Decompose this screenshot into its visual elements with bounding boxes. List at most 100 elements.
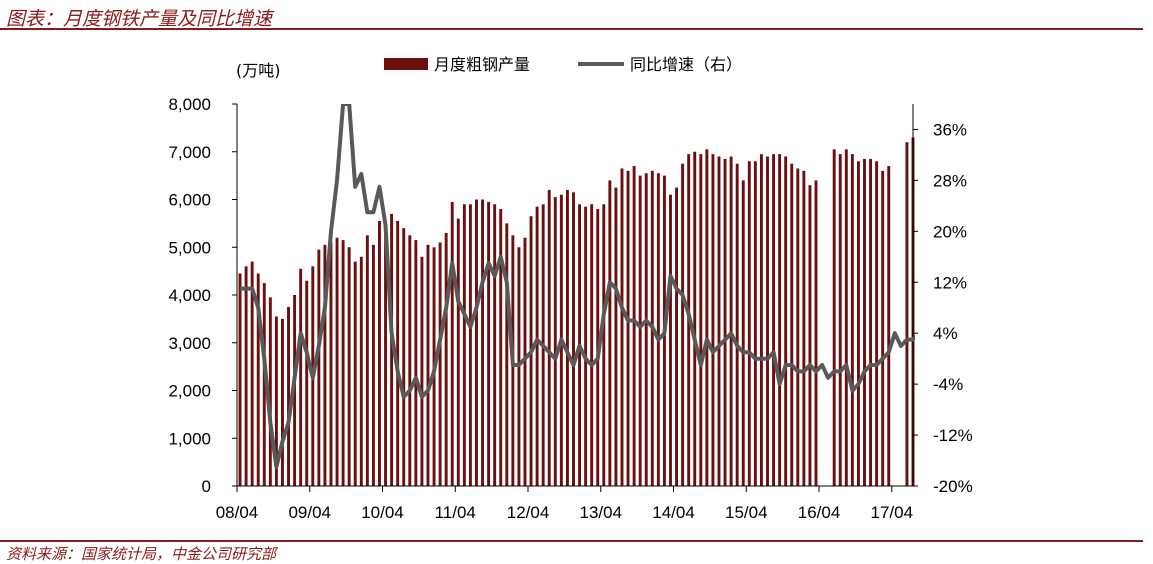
bar [487,201,491,486]
bar [456,218,460,486]
right-tick-label: 20% [933,222,967,241]
bar [553,197,557,487]
bar [626,170,630,486]
bar [371,244,375,486]
right-tick-label: 36% [933,120,967,139]
bar [444,232,448,486]
bar [850,154,854,486]
right-tick-label: -12% [933,426,973,445]
bar [905,142,909,486]
bar [547,189,551,486]
bar [766,156,769,486]
bar [256,273,260,486]
bar [329,242,333,486]
bar-series [238,137,915,487]
bar [863,158,866,486]
bar [590,204,594,486]
left-axis-unit: (万吨) [236,61,281,80]
axes [232,103,918,492]
bar [244,266,248,486]
bar [384,223,387,486]
bar [426,244,430,486]
left-tick-label: 6,000 [168,191,211,210]
bar [802,170,806,486]
x-tick-label: 11/04 [435,503,476,522]
bar [274,316,278,486]
left-tick-label: 2,000 [168,382,211,401]
bar [505,223,509,486]
right-tick-label: 12% [933,273,967,292]
bar [523,237,527,486]
bar [747,161,751,487]
x-tick-label: 09/04 [288,503,331,522]
bar [305,280,309,486]
right-tick-label: -20% [933,477,973,496]
bar [565,189,569,486]
bar [669,194,672,486]
bar [620,168,624,486]
bar [299,268,303,486]
bar [238,273,242,486]
bar [614,187,618,486]
figure-title: 图表：月度钢铁产量及同比增速 [6,8,273,30]
left-tick-label: 3,000 [168,334,211,353]
legend-bar-swatch [384,58,428,70]
bar [535,206,539,486]
bar [341,240,345,486]
bar [638,175,642,486]
bar [753,161,757,487]
left-tick-label: 5,000 [168,238,211,257]
bar [365,235,369,486]
bar [408,235,412,486]
x-tick-label: 08/04 [216,503,259,522]
bar [772,154,776,486]
tick-labels: 8,000 7,000 6,000 5,000 4,000 3,000 2,000 1,000… [168,61,972,522]
bar [856,161,860,487]
bar [262,283,266,486]
bar [832,149,836,487]
left-tick-label: 8,000 [168,95,211,114]
bar [644,173,648,487]
bar [572,192,575,486]
left-tick-label: 1,000 [168,429,211,448]
top-rule [0,28,1143,30]
bar [584,206,588,486]
bar [317,249,321,486]
bar [493,204,497,486]
bar [881,170,885,486]
bar [335,237,339,486]
bar [450,201,454,486]
bar [735,163,739,486]
bar [869,158,873,486]
bar [759,154,763,486]
bar [353,261,357,486]
bar [402,228,406,486]
legend-line-label: 同比增速（右） [630,55,742,74]
bar [481,199,484,486]
bar [693,151,697,486]
bar [499,209,503,487]
yoy-line [240,104,915,469]
bar [717,156,721,486]
bar [602,204,606,486]
bar [323,244,327,486]
x-tick-label: 13/04 [579,503,622,522]
left-tick-label: 7,000 [168,143,211,162]
right-tick-label: -4% [933,375,963,394]
line-series [240,104,915,469]
right-tick-label: 28% [933,171,967,190]
bar [844,149,848,487]
bar [790,163,794,486]
bar [723,158,727,486]
right-tick-label: 4% [933,324,958,343]
bar [681,163,685,486]
bar [390,213,394,486]
bar [468,204,472,486]
source-note: 资料来源：国家统计局，中金公司研究部 [6,545,277,563]
bar [378,220,381,487]
left-tick-label: 4,000 [168,286,211,305]
bar [778,154,782,486]
bar [729,156,733,486]
bar [699,154,703,486]
x-tick-label: 15/04 [725,503,768,522]
